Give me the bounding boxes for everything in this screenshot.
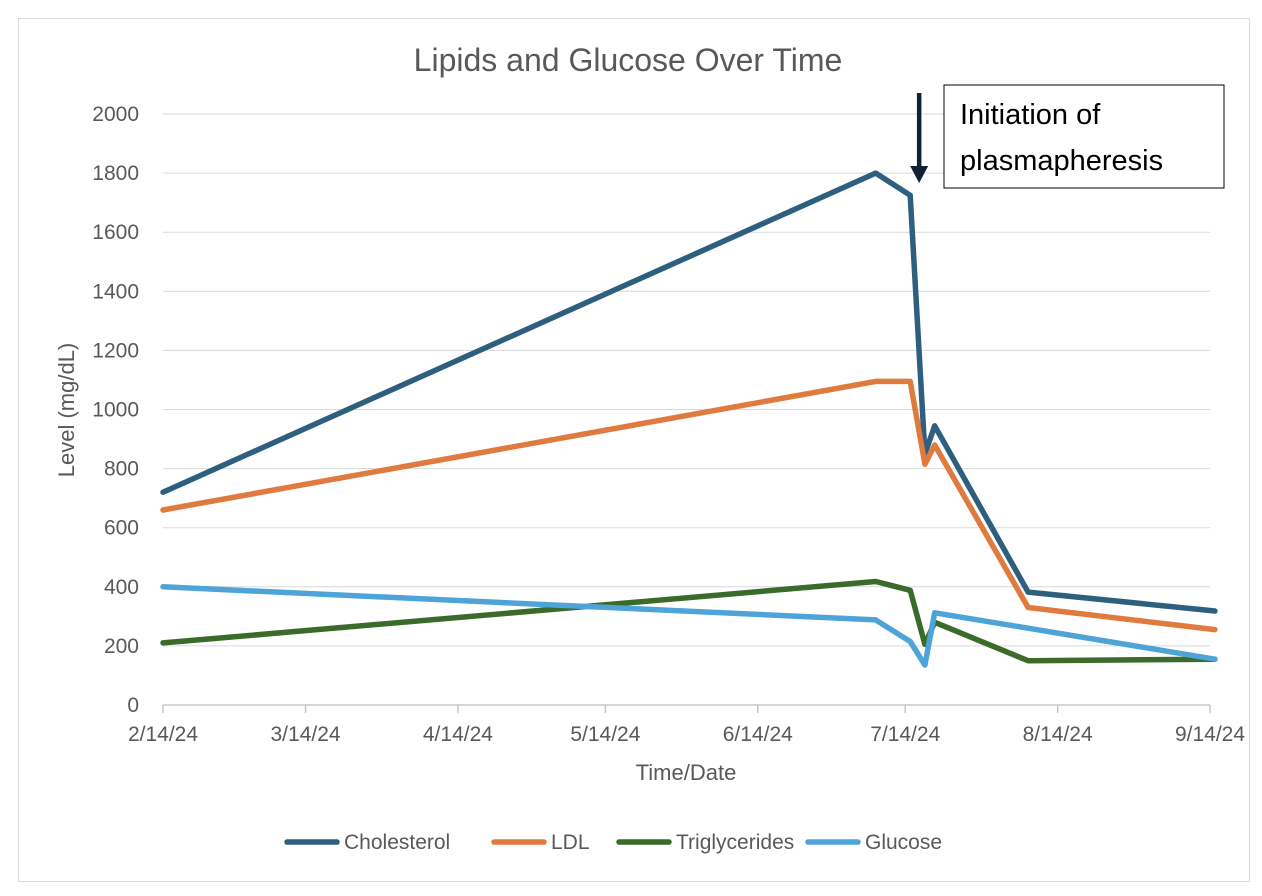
x-tick-label: 9/14/24	[1175, 723, 1245, 746]
series-line-cholesterol	[160, 170, 1218, 614]
legend-label: LDL	[551, 831, 590, 854]
series-line-glucose	[160, 584, 1218, 668]
series-lines	[160, 170, 1218, 668]
annotation-box	[943, 84, 1225, 189]
y-tick-label: 1800	[92, 162, 139, 185]
legend-label: Cholesterol	[344, 831, 450, 854]
x-tick-label: 6/14/24	[723, 723, 793, 746]
series-line-triglycerides	[160, 578, 1218, 664]
y-tick-label: 400	[104, 576, 139, 599]
annotation: Initiation of plasmapheresis	[910, 84, 1225, 189]
y-tick-label: 1600	[92, 221, 139, 244]
legend: Cholesterol LDL Triglycerides Glucose	[284, 831, 942, 854]
y-tick-label: 1200	[92, 339, 139, 362]
legend-item-triglycerides: Triglycerides	[616, 831, 794, 854]
legend-item-glucose: Glucose	[805, 831, 942, 854]
y-tick-label: 1000	[92, 399, 139, 422]
legend-item-ldl: LDL	[491, 831, 590, 854]
x-tick-label: 3/14/24	[271, 723, 341, 746]
y-axis-label: Level (mg/dL)	[54, 343, 79, 478]
x-tick-label: 7/14/24	[870, 723, 940, 746]
legend-label: Glucose	[865, 831, 942, 854]
y-tick-label: 2000	[92, 103, 139, 126]
axes: 0 200 400 600 800 1000 1200 1400 1600 1800 2000 2/1…	[92, 103, 1245, 746]
y-tick-label: 600	[104, 517, 139, 540]
annotation-text-line: plasmapheresis	[960, 145, 1163, 177]
x-tick-label: 5/14/24	[570, 723, 640, 746]
legend-label: Triglycerides	[676, 831, 794, 854]
series-line-ldl	[160, 378, 1218, 633]
gridlines	[163, 113, 1210, 647]
annotation-arrow-head	[910, 166, 929, 183]
x-tick-label: 8/14/24	[1023, 723, 1093, 746]
y-tick-label: 200	[104, 635, 139, 658]
x-tick-label: 2/14/24	[128, 723, 198, 746]
annotation-text-line: Initiation of	[960, 99, 1101, 131]
chart-title: Lipids and Glucose Over Time	[414, 42, 843, 78]
y-tick-label: 1400	[92, 280, 139, 303]
y-tick-label: 0	[127, 694, 139, 717]
x-axis-label: Time/Date	[636, 760, 737, 785]
legend-item-cholesterol: Cholesterol	[284, 831, 450, 854]
y-tick-label: 800	[104, 458, 139, 481]
x-tick-label: 4/14/24	[423, 723, 493, 746]
